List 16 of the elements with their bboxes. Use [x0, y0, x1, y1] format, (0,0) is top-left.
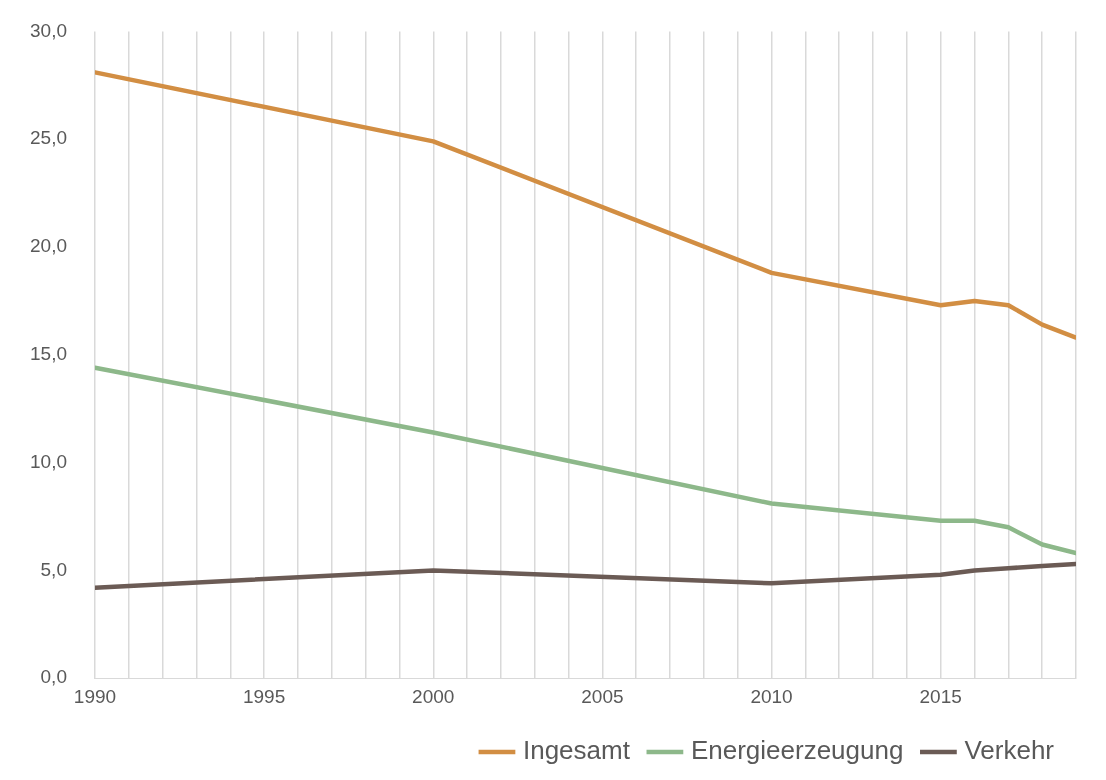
x-tick-label: 2000: [412, 685, 455, 707]
legend-label: Verkehr: [964, 735, 1055, 766]
legend-label: Ingesamt: [522, 735, 631, 766]
y-tick-label: 10,0: [30, 450, 67, 472]
legend-label: Energieerzeugung: [690, 735, 904, 766]
y-tick-label: 25,0: [30, 127, 67, 149]
x-tick-label: 1990: [73, 685, 117, 707]
y-tick-label: 0,0: [40, 666, 67, 688]
y-tick-label: 30,0: [30, 19, 67, 41]
y-tick-label: 5,0: [40, 558, 67, 580]
y-tick-label: 20,0: [30, 235, 67, 257]
y-tick-label: 15,0: [30, 343, 67, 365]
x-tick-label: 1995: [242, 685, 286, 707]
x-tick-label: 2010: [750, 685, 793, 707]
x-tick-label: 2005: [581, 685, 624, 707]
x-tick-label: 2015: [919, 685, 962, 707]
